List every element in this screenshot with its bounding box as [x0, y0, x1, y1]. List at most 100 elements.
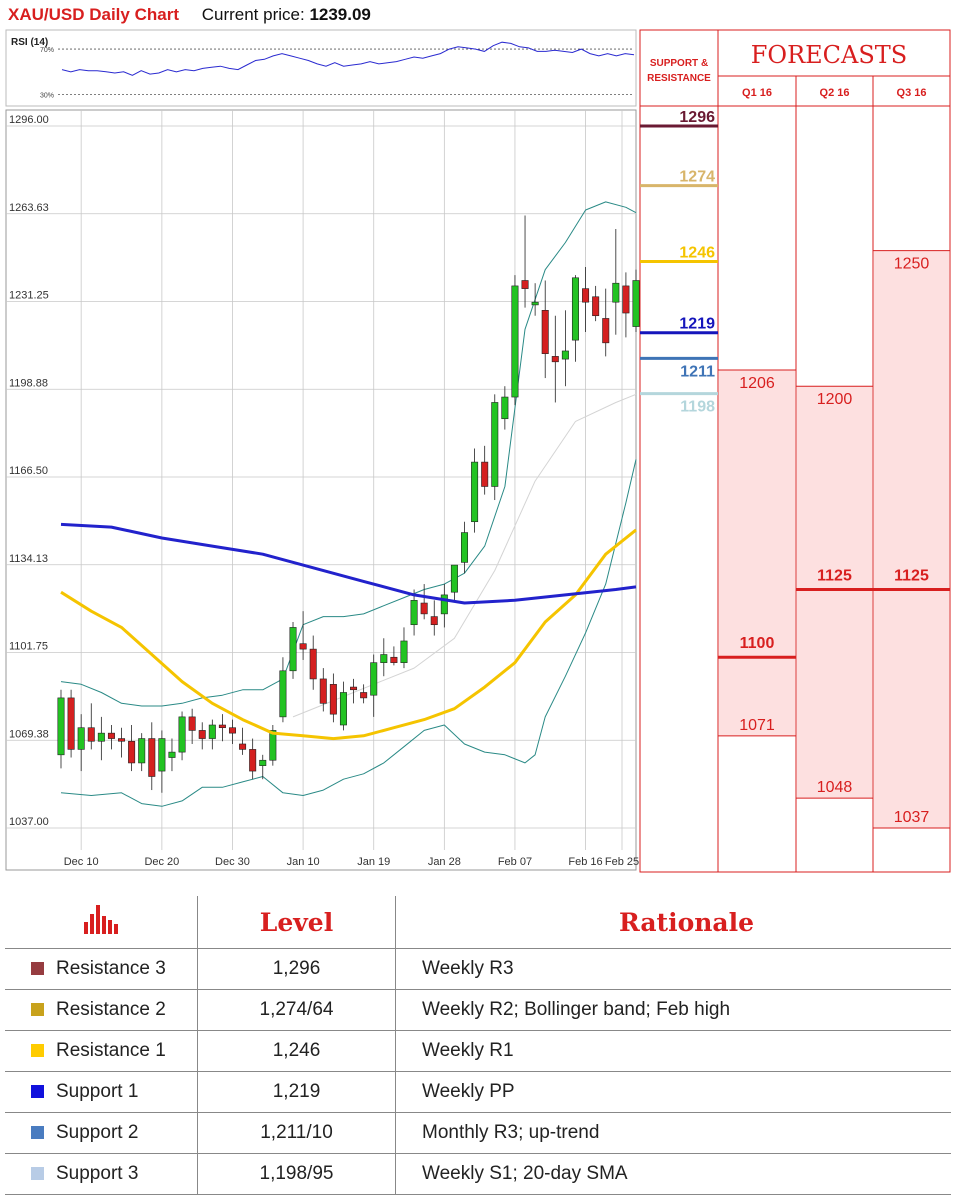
level-rationale: Weekly R3 — [422, 958, 514, 979]
y-tick-label: 1166.50 — [9, 465, 48, 477]
candle-body — [269, 730, 277, 761]
rationale-row: Support 2 1,211/10 Monthly R3; up-trend — [5, 1112, 951, 1154]
candle-body — [77, 727, 85, 750]
level-value: 1,211/10 — [197, 1112, 396, 1154]
level-name: Resistance 1 — [56, 1039, 166, 1061]
candle — [289, 622, 297, 679]
candle-body — [168, 751, 176, 758]
candle — [481, 445, 489, 495]
candle — [87, 703, 95, 750]
rationale-header: Rationale — [618, 907, 755, 937]
y-tick-label: 1134.13 — [9, 553, 48, 565]
candle — [118, 727, 126, 758]
candle — [602, 288, 610, 357]
forecast-high-label: 1250 — [894, 256, 930, 273]
level-rationale: Weekly R1 — [422, 1040, 514, 1061]
rationale-row: Support 3 1,198/95 Weekly S1; 20-day SMA — [5, 1153, 951, 1195]
forecast-high-label: 1206 — [739, 375, 775, 392]
candle — [622, 272, 630, 338]
candle — [370, 654, 378, 717]
level-rationale: Weekly PP — [422, 1081, 515, 1102]
candle-body — [249, 749, 257, 772]
level-name-cell: Support 3 — [5, 1153, 198, 1195]
candle-body — [410, 600, 418, 626]
forecast-mid-label: 1125 — [894, 567, 929, 584]
forecast-range-box — [874, 250, 949, 828]
bar-chart-icon-cell — [5, 896, 198, 949]
candle — [380, 638, 388, 677]
candle — [239, 727, 247, 755]
sr-level-label: 1274 — [679, 169, 715, 186]
candle — [198, 722, 206, 750]
forecast-low-label: 1048 — [817, 779, 853, 796]
forecast-high-label: 1200 — [817, 391, 853, 408]
candle — [390, 646, 398, 666]
candle — [501, 386, 509, 430]
y-tick-label: 1069.38 — [9, 728, 49, 740]
rationale-body: Resistance 3 1,296 Weekly R3 Resistance 2 1,… — [5, 948, 951, 1195]
candle — [319, 668, 327, 712]
candle-body — [511, 285, 519, 398]
rsi-ref-label: 70% — [40, 47, 54, 54]
candle — [350, 678, 358, 704]
rationale-header-row: Level Rationale — [5, 896, 951, 949]
level-value: 1,296 — [197, 948, 396, 990]
level-name-cell: Support 1 — [5, 1071, 198, 1113]
candle — [400, 627, 408, 669]
forecast-col-header: Q2 16 — [820, 87, 850, 99]
level-name-cell: Support 2 — [5, 1112, 198, 1154]
candle-body — [612, 282, 620, 303]
candle — [208, 719, 216, 750]
candle-body — [239, 743, 247, 750]
level-value: 1,274/64 — [197, 989, 396, 1031]
candle — [430, 600, 438, 636]
x-tick-label: Dec 10 — [64, 856, 99, 868]
candle-body — [471, 461, 479, 523]
level-value: 1,219 — [197, 1071, 396, 1113]
candle-body — [420, 602, 428, 615]
candle — [592, 285, 600, 322]
y-tick-label: 1231.25 — [9, 290, 49, 302]
level-name: Support 1 — [56, 1080, 139, 1102]
candle-body — [289, 627, 297, 672]
candle — [360, 684, 368, 704]
level-value: 1,246 — [197, 1030, 396, 1072]
current-price-value: 1239.09 — [309, 5, 371, 24]
forecast-range-box — [797, 386, 872, 799]
candle-body — [370, 662, 378, 696]
candle — [249, 738, 257, 780]
level-name: Support 2 — [56, 1121, 139, 1143]
candle-body — [87, 727, 95, 742]
chart-title: XAU/USD Daily Chart — [8, 5, 179, 24]
forecast-mid-label: 1125 — [817, 567, 852, 584]
sr-level-label: 1296 — [679, 109, 715, 126]
level-color-swatch — [31, 1126, 44, 1139]
bollinger-upper-line — [60, 201, 637, 707]
candle-body — [360, 692, 368, 699]
sr-header-line2: RESISTANCE — [647, 73, 711, 84]
candle-body — [390, 656, 398, 663]
y-tick-label: 1101.75 — [9, 641, 48, 653]
candle — [148, 722, 156, 791]
candle — [188, 708, 196, 744]
candle-body — [350, 686, 358, 691]
candle-body — [319, 678, 327, 704]
candle — [218, 714, 226, 742]
candle-body — [259, 759, 267, 766]
candle — [531, 283, 539, 316]
candle-body — [107, 732, 115, 739]
candle — [67, 689, 75, 758]
sma-yellow-line — [60, 528, 637, 741]
forecast-col-header: Q1 16 — [742, 87, 772, 99]
rationale-row: Resistance 3 1,296 Weekly R3 — [5, 948, 951, 990]
rsi-panel-frame — [5, 29, 637, 107]
x-tick-label: Dec 20 — [144, 856, 179, 868]
rationale-row: Resistance 1 1,246 Weekly R1 — [5, 1030, 951, 1072]
candle-body — [329, 684, 337, 715]
candle-body — [622, 285, 630, 314]
candle-body — [602, 318, 610, 344]
candle — [178, 711, 186, 761]
x-tick-label: Feb 25 — [605, 856, 639, 868]
level-header: Level — [197, 896, 396, 949]
candle-body — [57, 697, 65, 756]
